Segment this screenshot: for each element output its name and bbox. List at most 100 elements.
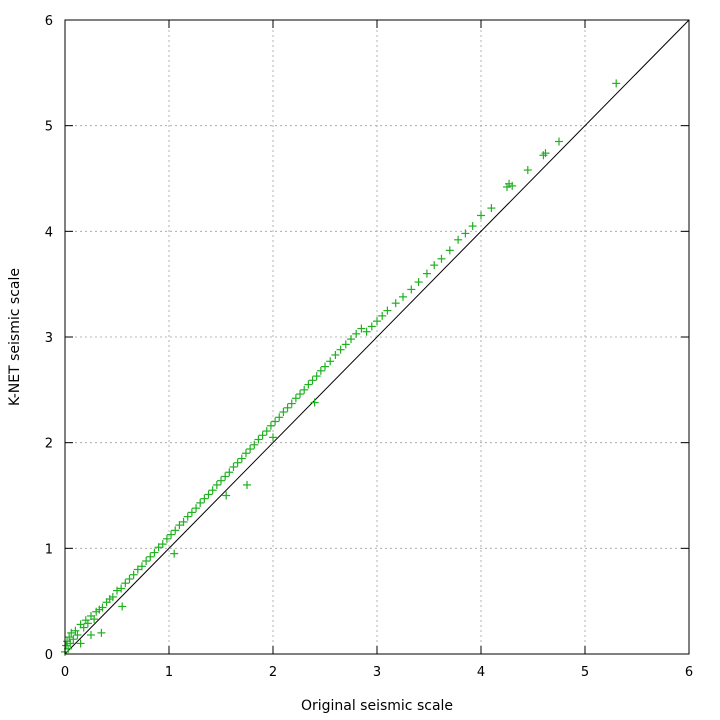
data-point: [150, 548, 159, 557]
data-point: [222, 491, 231, 500]
data-point: [204, 490, 213, 499]
data-point: [250, 440, 259, 449]
data-point: [69, 635, 78, 644]
data-point: [170, 549, 179, 558]
x-tick-labels: 0 1 2 3 4 5 6: [61, 665, 693, 680]
data-point: [229, 462, 238, 471]
data-point: [296, 390, 305, 399]
data-point: [407, 285, 416, 294]
x-tick-label: 6: [685, 665, 693, 680]
data-point: [352, 329, 361, 338]
data-point: [118, 602, 127, 611]
data-point: [468, 222, 477, 231]
data-point: [310, 398, 319, 407]
data-point: [65, 633, 74, 642]
data-point: [71, 626, 80, 635]
data-point: [241, 449, 250, 458]
data-point: [271, 417, 280, 426]
tick-marks: [64, 19, 690, 655]
data-point: [108, 592, 117, 601]
y-tick-label: 0: [45, 648, 53, 663]
data-point: [341, 340, 350, 349]
data-point: [275, 413, 284, 422]
data-point: [154, 543, 163, 552]
data-point: [555, 137, 563, 146]
data-point: [171, 526, 180, 535]
x-tick-label: 4: [477, 665, 485, 680]
data-point: [269, 433, 277, 442]
y-tick-label: 6: [45, 14, 53, 29]
data-point: [113, 586, 121, 595]
data-point: [326, 357, 335, 366]
data-point: [73, 630, 82, 639]
x-tick-label: 3: [373, 665, 381, 680]
y-tick-labels: 0 1 2 3 4 5 6: [45, 14, 53, 663]
data-point: [422, 269, 431, 278]
data-point: [391, 299, 400, 308]
data-point: [321, 362, 329, 371]
grid-layer: [65, 20, 689, 654]
data-point: [262, 427, 271, 436]
data-point: [287, 399, 296, 408]
data-point: [97, 628, 106, 637]
data-point: [508, 181, 517, 190]
y-tick-label: 1: [45, 542, 53, 557]
data-point: [142, 557, 151, 566]
data-point: [179, 517, 188, 526]
data-point: [378, 311, 387, 320]
data-point: [146, 552, 155, 561]
data-point: [541, 149, 550, 158]
data-point: [137, 562, 146, 571]
data-point: [225, 468, 234, 477]
data-point: [76, 639, 85, 648]
y-tick-label: 5: [45, 120, 53, 135]
data-point: [237, 454, 246, 463]
data-point: [187, 508, 196, 517]
data-point: [316, 366, 325, 375]
data-point: [83, 619, 92, 628]
data-point: [291, 394, 300, 403]
data-point: [217, 476, 225, 485]
data-point: [233, 458, 242, 467]
data-point: [357, 324, 366, 333]
data-point: [300, 385, 309, 394]
data-point: [246, 445, 255, 454]
data-point: [367, 322, 376, 331]
data-point: [331, 350, 340, 359]
data-point: [196, 498, 205, 507]
data-point: [437, 254, 446, 263]
data-point: [200, 494, 209, 503]
data-point: [162, 534, 171, 543]
x-tick-label: 0: [61, 665, 69, 680]
data-point: [312, 372, 321, 381]
data-point: [192, 504, 201, 513]
data-point: [133, 565, 142, 574]
data-point: [523, 166, 532, 175]
y-tick-label: 3: [45, 331, 53, 346]
data-point: [454, 235, 463, 244]
data-point: [283, 403, 292, 412]
data-point: [477, 211, 485, 220]
data-point: [175, 521, 184, 530]
y-tick-label: 2: [45, 437, 53, 452]
data-point: [254, 435, 263, 444]
data-point: [373, 317, 381, 326]
data-point: [347, 335, 355, 344]
data-points: [61, 79, 621, 656]
data-point: [308, 376, 317, 385]
data-point: [266, 421, 275, 430]
data-point: [414, 278, 423, 287]
y-tick-label: 4: [45, 225, 53, 240]
data-point: [304, 380, 313, 389]
data-point: [399, 292, 407, 301]
data-point: [221, 472, 230, 481]
data-point: [121, 579, 130, 588]
data-point: [243, 480, 251, 489]
data-point: [87, 630, 95, 639]
x-tick-label: 1: [165, 665, 173, 680]
x-axis-title: Original seismic scale: [301, 698, 453, 714]
reference-line: [64, 19, 690, 655]
data-point: [79, 623, 88, 632]
